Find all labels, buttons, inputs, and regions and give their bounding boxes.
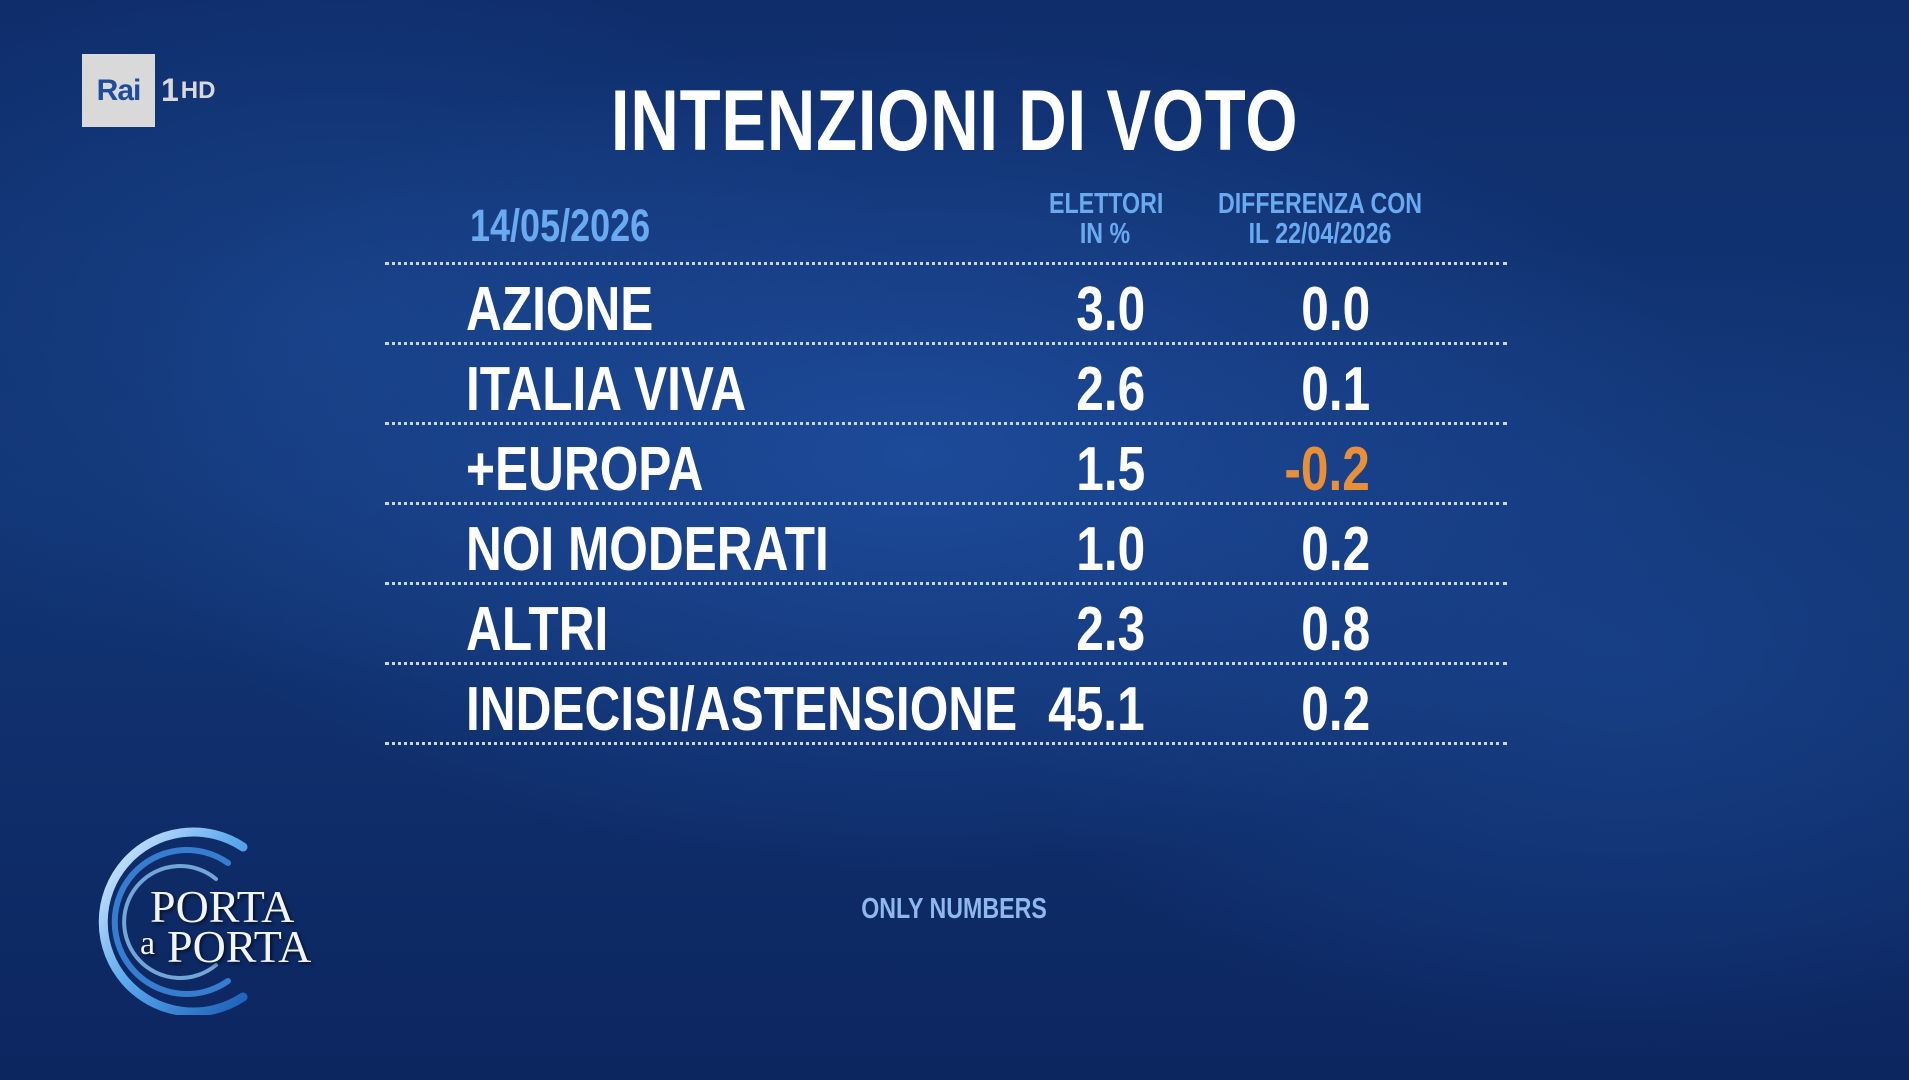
rai-logo-box: Rai <box>82 54 155 127</box>
table-row: INDECISI/ASTENSIONE 45.1 0.2 <box>0 664 1909 744</box>
column-header-difference: DIFFERENZA CON IL 22/04/2026 <box>1190 189 1450 249</box>
row-divider <box>385 502 1507 505</box>
party-name: AZIONE <box>466 274 700 345</box>
party-percentage-text: 1.5 <box>1076 435 1145 504</box>
row-divider <box>385 582 1507 585</box>
party-name: +EUROPA <box>466 434 763 505</box>
party-percentage: 2.6 <box>1005 354 1145 425</box>
party-difference: 0.2 <box>1230 514 1370 585</box>
party-percentage: 1.0 <box>1005 514 1145 585</box>
show-logo-line2: PORTA <box>167 921 312 972</box>
party-difference-text: 0.2 <box>1301 515 1370 584</box>
page-title: INTENZIONI DI VOTO <box>0 72 1909 171</box>
show-logo-line1: PORTA <box>150 881 295 932</box>
column-header-electors-line1: ELETTORI <box>1049 188 1164 220</box>
party-percentage-text: 2.6 <box>1076 355 1145 424</box>
party-difference-text: 0.2 <box>1301 675 1370 744</box>
rai-logo-text: Rai <box>96 73 142 107</box>
porta-a-porta-logo-icon <box>98 827 248 1015</box>
party-name: ALTRI <box>466 594 644 665</box>
poll-date-text: 14/05/2026 <box>470 200 651 251</box>
show-logo-connector: a <box>140 925 156 962</box>
party-difference-text: 0.8 <box>1301 595 1370 664</box>
table-row: AZIONE 3.0 0.0 <box>0 264 1909 344</box>
party-name: ITALIA VIVA <box>466 354 816 425</box>
party-name-text: INDECISI/ASTENSIONE <box>466 675 1018 744</box>
party-percentage-text: 2.3 <box>1076 595 1145 664</box>
footer-note: ONLY NUMBERS <box>0 893 1909 926</box>
party-difference-text: -0.2 <box>1284 435 1370 504</box>
table-row: ITALIA VIVA 2.6 0.1 <box>0 344 1909 424</box>
party-percentage: 3.0 <box>1005 274 1145 345</box>
party-name-text: ALTRI <box>466 595 609 664</box>
party-difference-text: 0.1 <box>1301 355 1370 424</box>
row-divider <box>385 662 1507 665</box>
party-difference: 0.0 <box>1230 274 1370 345</box>
channel-number: 1 <box>161 72 179 108</box>
party-difference-text: 0.0 <box>1301 275 1370 344</box>
party-difference: 0.8 <box>1230 594 1370 665</box>
rai-1-hd-logo: Rai 1 HD <box>82 54 215 127</box>
table-row: ALTRI 2.3 0.8 <box>0 584 1909 664</box>
row-divider <box>385 342 1507 345</box>
row-divider <box>385 742 1507 745</box>
table-row: NOI MODERATI 1.0 0.2 <box>0 504 1909 584</box>
footer-note-text: ONLY NUMBERS <box>861 893 1048 925</box>
column-header-electors: ELETTORI IN % <box>1035 189 1175 249</box>
column-header-difference-line1: DIFFERENZA CON <box>1217 188 1423 220</box>
party-name-text: ITALIA VIVA <box>466 355 747 424</box>
party-name: INDECISI/ASTENSIONE <box>466 674 1155 745</box>
page-title-text: INTENZIONI DI VOTO <box>610 73 1299 169</box>
row-divider <box>385 422 1507 425</box>
party-difference: 0.2 <box>1230 674 1370 745</box>
party-percentage-text: 45.1 <box>1048 675 1145 744</box>
column-header-electors-line2: IN % <box>1079 218 1131 250</box>
party-percentage: 1.5 <box>1005 434 1145 505</box>
row-divider <box>385 262 1507 265</box>
party-percentage-text: 3.0 <box>1076 275 1145 344</box>
party-name-text: NOI MODERATI <box>466 515 829 584</box>
party-name-text: +EUROPA <box>466 435 704 504</box>
table-row: +EUROPA 1.5 -0.2 <box>0 424 1909 504</box>
party-percentage-text: 1.0 <box>1076 515 1145 584</box>
hd-badge: HD <box>180 76 216 104</box>
party-difference-negative: -0.2 <box>1230 434 1370 505</box>
party-difference: 0.1 <box>1230 354 1370 425</box>
party-name: NOI MODERATI <box>466 514 920 585</box>
poll-date: 14/05/2026 <box>470 200 695 252</box>
party-percentage: 45.1 <box>1005 674 1145 745</box>
party-name-text: AZIONE <box>466 275 654 344</box>
party-percentage: 2.3 <box>1005 594 1145 665</box>
column-header-difference-line2: IL 22/04/2026 <box>1248 218 1392 250</box>
